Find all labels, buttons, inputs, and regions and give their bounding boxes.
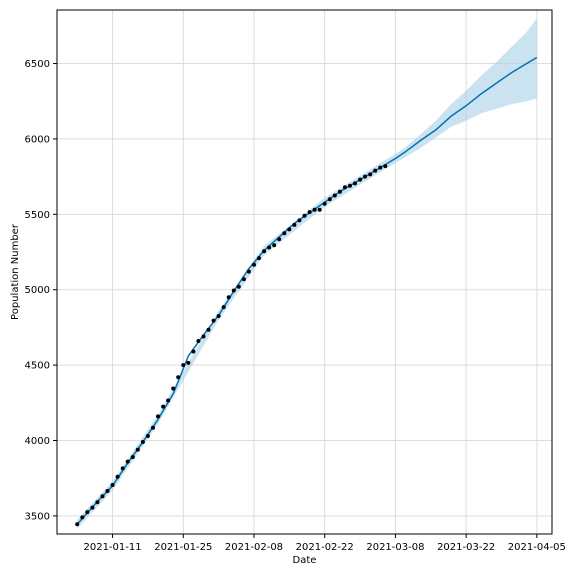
x-tick-label: 2021-03-22 (437, 542, 495, 553)
observed-point (312, 207, 317, 212)
observed-point (368, 172, 373, 177)
observed-point (211, 318, 216, 323)
x-tick-label: 2021-04-05 (508, 542, 566, 553)
y-axis-label: Population Number (10, 223, 21, 320)
observed-point (145, 434, 150, 438)
x-tick-label: 2021-01-25 (154, 542, 212, 553)
observed-point (257, 256, 261, 261)
x-tick-label: 2021-02-08 (225, 542, 283, 553)
observed-point (322, 201, 327, 206)
observed-point (297, 218, 302, 223)
observed-point (307, 210, 312, 215)
observed-point (216, 314, 221, 319)
observed-point (125, 459, 130, 464)
y-tick-label: 5500 (25, 210, 50, 221)
observed-point (317, 207, 322, 212)
observed-point (327, 197, 332, 202)
x-tick-label: 2021-01-11 (83, 542, 141, 553)
observed-point (181, 363, 186, 368)
observed-point (191, 349, 196, 354)
y-axis-ticks: 3500 4000 4500 5000 5500 6000 6500 (25, 59, 57, 522)
observed-point (277, 237, 282, 242)
observed-point (282, 231, 287, 236)
observed-point (272, 243, 277, 248)
x-tick-label: 2021-03-08 (366, 542, 424, 553)
observed-point (110, 483, 115, 487)
y-tick-label: 4500 (25, 361, 50, 372)
observed-point (252, 262, 256, 267)
observed-point (363, 174, 368, 179)
observed-point (161, 404, 166, 409)
x-tick-label: 2021-02-22 (296, 542, 354, 553)
observed-point (80, 515, 85, 520)
observed-point (75, 522, 80, 527)
observed-point (201, 334, 206, 339)
y-tick-label: 3500 (25, 511, 50, 522)
x-axis-label: Date (293, 555, 317, 566)
observed-point (105, 489, 110, 493)
observed-point (186, 360, 191, 365)
grid-lines (57, 10, 552, 534)
plot-frame (56, 9, 553, 535)
observed-point (140, 440, 145, 444)
y-tick-label: 5000 (25, 285, 50, 296)
observed-point (135, 447, 140, 452)
observed-point (176, 375, 181, 380)
observed-point (171, 386, 176, 391)
observed-point (332, 193, 337, 198)
observed-points-group (75, 164, 388, 527)
observed-point (166, 398, 171, 403)
observed-point (231, 288, 236, 293)
observed-point (130, 455, 135, 460)
observed-point (221, 305, 226, 310)
observed-point (151, 425, 155, 430)
observed-point (236, 284, 241, 289)
uncertainty-band (77, 18, 537, 529)
observed-point (373, 168, 378, 173)
observed-point (337, 189, 342, 194)
observed-point (292, 222, 297, 227)
observed-point (206, 327, 211, 332)
observed-point (115, 474, 120, 479)
observed-point (383, 164, 388, 169)
y-tick-label: 4000 (25, 436, 50, 447)
observed-point (358, 177, 363, 182)
observed-point (85, 510, 90, 515)
observed-point (378, 165, 383, 170)
observed-point (353, 181, 357, 186)
observed-point (120, 466, 125, 471)
observed-point (287, 227, 292, 232)
observed-point (226, 295, 231, 300)
observed-point (95, 500, 100, 505)
observed-point (267, 245, 272, 250)
observed-point (196, 339, 201, 343)
observed-point (262, 249, 267, 254)
observed-point (100, 494, 105, 499)
observed-point (241, 277, 246, 282)
observed-point (348, 183, 352, 188)
uncertainty-band-group (77, 18, 537, 529)
observed-point (302, 213, 307, 218)
x-axis-ticks: 2021-01-11 2021-01-25 2021-02-08 2021-02-22… (83, 534, 566, 553)
y-tick-label: 6500 (25, 59, 50, 70)
observed-point (156, 414, 160, 419)
y-tick-label: 6000 (25, 134, 50, 145)
observed-point (246, 269, 251, 274)
observed-point (90, 505, 95, 510)
observed-point (342, 185, 347, 190)
